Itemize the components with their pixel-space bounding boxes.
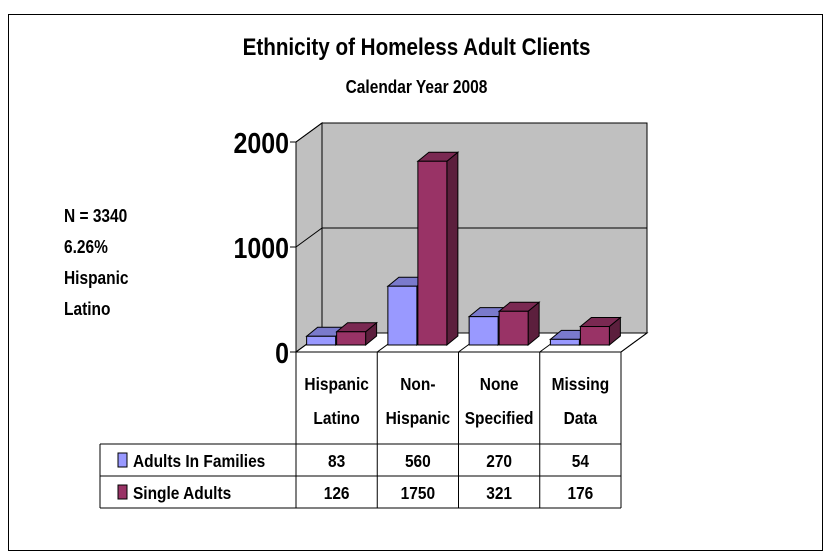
legend-label: Single Adults	[133, 483, 231, 503]
category-label: Missing	[552, 374, 610, 394]
category-label: Specified	[465, 408, 534, 428]
chart-subtitle: Calendar Year 2008	[345, 77, 488, 97]
data-table-value: 560	[405, 451, 431, 471]
category-label: Hispanic	[304, 374, 368, 394]
category-label: None	[480, 374, 519, 394]
category-label: Hispanic	[386, 408, 450, 428]
data-table-value: 321	[486, 483, 512, 503]
legend-key	[117, 452, 128, 468]
note-line: Latino	[64, 299, 111, 319]
legend-key	[117, 484, 128, 500]
y-tick-label: 1000	[234, 232, 289, 264]
bar-side	[446, 151, 459, 347]
chart-title: Ethnicity of Homeless Adult Clients	[242, 34, 591, 61]
bar	[387, 285, 418, 346]
category-label: Data	[564, 408, 598, 428]
data-table-value: 126	[324, 483, 350, 503]
note-line: Hispanic	[64, 268, 129, 288]
bar	[579, 326, 610, 346]
y-tick-label: 0	[275, 337, 289, 369]
data-table-value: 1750	[401, 483, 435, 503]
bar	[468, 316, 499, 346]
bar	[336, 331, 367, 346]
category-label: Latino	[313, 408, 359, 428]
category-label: Non-	[400, 374, 435, 394]
data-table-value: 270	[486, 451, 512, 471]
bar	[498, 310, 529, 346]
data-table-value: 83	[328, 451, 345, 471]
bar	[306, 335, 337, 346]
y-tick-label: 2000	[234, 127, 289, 159]
note-line: 6.26%	[64, 237, 108, 257]
note-line: N = 3340	[64, 206, 128, 226]
data-table-value: 54	[572, 451, 590, 471]
bar	[417, 160, 448, 346]
floor-divider	[620, 332, 648, 353]
gridline	[295, 227, 647, 248]
gridline	[295, 122, 647, 143]
data-table-value: 176	[567, 483, 593, 503]
bar	[549, 338, 580, 346]
sample-note: N = 3340 6.26% Hispanic Latino	[64, 201, 129, 325]
legend-label: Adults In Families	[133, 451, 265, 471]
